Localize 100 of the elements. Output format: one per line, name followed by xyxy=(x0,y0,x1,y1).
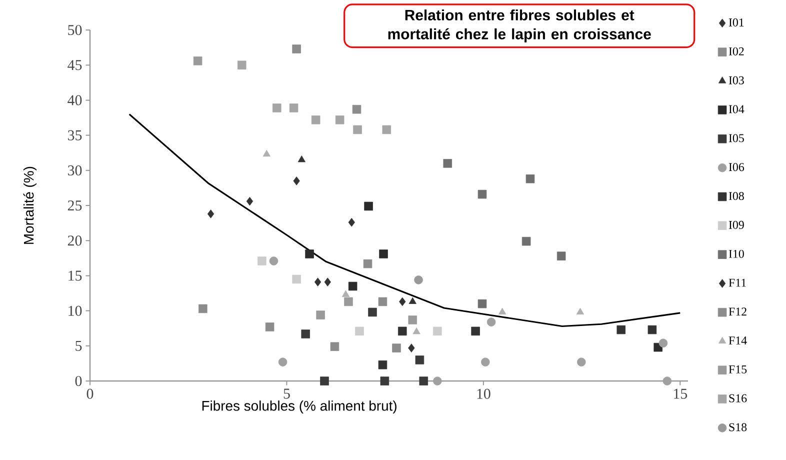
point xyxy=(419,376,428,386)
point xyxy=(348,282,358,291)
legend-label: I06 xyxy=(728,163,744,172)
point xyxy=(415,356,424,364)
point xyxy=(408,344,415,352)
point xyxy=(380,376,390,386)
point xyxy=(335,115,344,124)
legend-label: I01 xyxy=(728,18,744,26)
y-tick-label: 35 xyxy=(68,130,82,140)
y-tick-label: 0 xyxy=(75,376,82,386)
point xyxy=(292,274,301,284)
point xyxy=(352,104,362,114)
point xyxy=(278,358,288,366)
legend-label: S16 xyxy=(729,394,747,402)
point xyxy=(662,376,672,386)
point xyxy=(311,115,320,124)
x-tick-label: 10 xyxy=(477,388,490,399)
x-tick-label: 5 xyxy=(284,388,290,399)
point xyxy=(414,276,423,284)
point xyxy=(576,308,584,314)
y-tick-label: 30 xyxy=(68,165,82,176)
point xyxy=(368,308,377,317)
y-tick-label: 25 xyxy=(68,200,82,211)
point xyxy=(342,290,350,297)
legend-label: F12 xyxy=(728,308,746,316)
x-axis-title: Fibres solubles (% aliment brut) xyxy=(202,400,396,414)
point xyxy=(293,176,300,186)
legend-label: I05 xyxy=(728,134,744,142)
point xyxy=(272,104,282,112)
point xyxy=(301,330,310,338)
point xyxy=(398,326,407,336)
point xyxy=(522,236,531,246)
point xyxy=(292,44,301,54)
legend-label: F14 xyxy=(728,336,747,344)
point xyxy=(344,297,353,306)
point xyxy=(433,326,442,336)
point xyxy=(237,60,246,70)
y-tick-label: 50 xyxy=(68,24,82,36)
point xyxy=(198,304,208,314)
legend-label: I09 xyxy=(728,220,744,229)
point xyxy=(658,338,668,348)
point xyxy=(382,125,392,134)
point xyxy=(486,318,496,326)
point xyxy=(526,174,535,184)
chart-title: Relation entre fibres solubles et mortalité chez le lapin en croissance xyxy=(388,9,651,42)
point xyxy=(471,326,480,336)
point xyxy=(648,325,657,334)
legend-label: I10 xyxy=(728,250,744,258)
legend-label: F11 xyxy=(728,278,746,287)
point xyxy=(378,360,388,370)
y-tick-label: 20 xyxy=(68,236,82,246)
point xyxy=(348,218,355,227)
point xyxy=(265,322,274,332)
line-series xyxy=(128,113,681,328)
y-axis-title: Mortalité (%) xyxy=(23,166,36,244)
point xyxy=(316,310,325,320)
y-tick-label: 5 xyxy=(76,340,82,351)
point xyxy=(193,56,202,66)
point xyxy=(207,210,214,218)
x-tick-label: 15 xyxy=(674,388,688,399)
point xyxy=(443,158,452,168)
point xyxy=(408,316,417,324)
y-tick-label: 10 xyxy=(68,306,82,316)
point xyxy=(379,250,388,258)
legend-label: I08 xyxy=(728,192,744,200)
y-tick-label: 15 xyxy=(68,270,82,281)
point xyxy=(258,256,266,266)
legend-label: F15 xyxy=(728,365,747,374)
y-tick-label: 45 xyxy=(68,60,82,70)
point xyxy=(262,150,270,157)
point xyxy=(305,250,314,258)
point xyxy=(330,342,340,351)
point xyxy=(298,155,306,162)
y-tick-label: 40 xyxy=(68,95,82,106)
point xyxy=(399,297,406,306)
point xyxy=(246,196,254,206)
point xyxy=(289,104,298,112)
point xyxy=(320,376,329,386)
point xyxy=(364,202,373,211)
legend-label: S18 xyxy=(729,423,747,432)
point xyxy=(412,327,420,334)
legend-label: I03 xyxy=(728,76,744,84)
point xyxy=(481,358,490,366)
point xyxy=(478,299,487,308)
point xyxy=(353,125,362,134)
x-tick-label: 0 xyxy=(86,388,94,399)
legend-label: I04 xyxy=(728,105,744,114)
point xyxy=(314,278,322,286)
point xyxy=(363,259,372,268)
point xyxy=(408,297,416,304)
point xyxy=(577,358,586,366)
point xyxy=(355,326,364,336)
point xyxy=(269,256,278,266)
point xyxy=(498,308,506,314)
point xyxy=(478,190,487,199)
point xyxy=(556,252,566,260)
point xyxy=(378,297,388,306)
point xyxy=(324,278,331,286)
point xyxy=(616,325,626,334)
point xyxy=(433,376,442,386)
